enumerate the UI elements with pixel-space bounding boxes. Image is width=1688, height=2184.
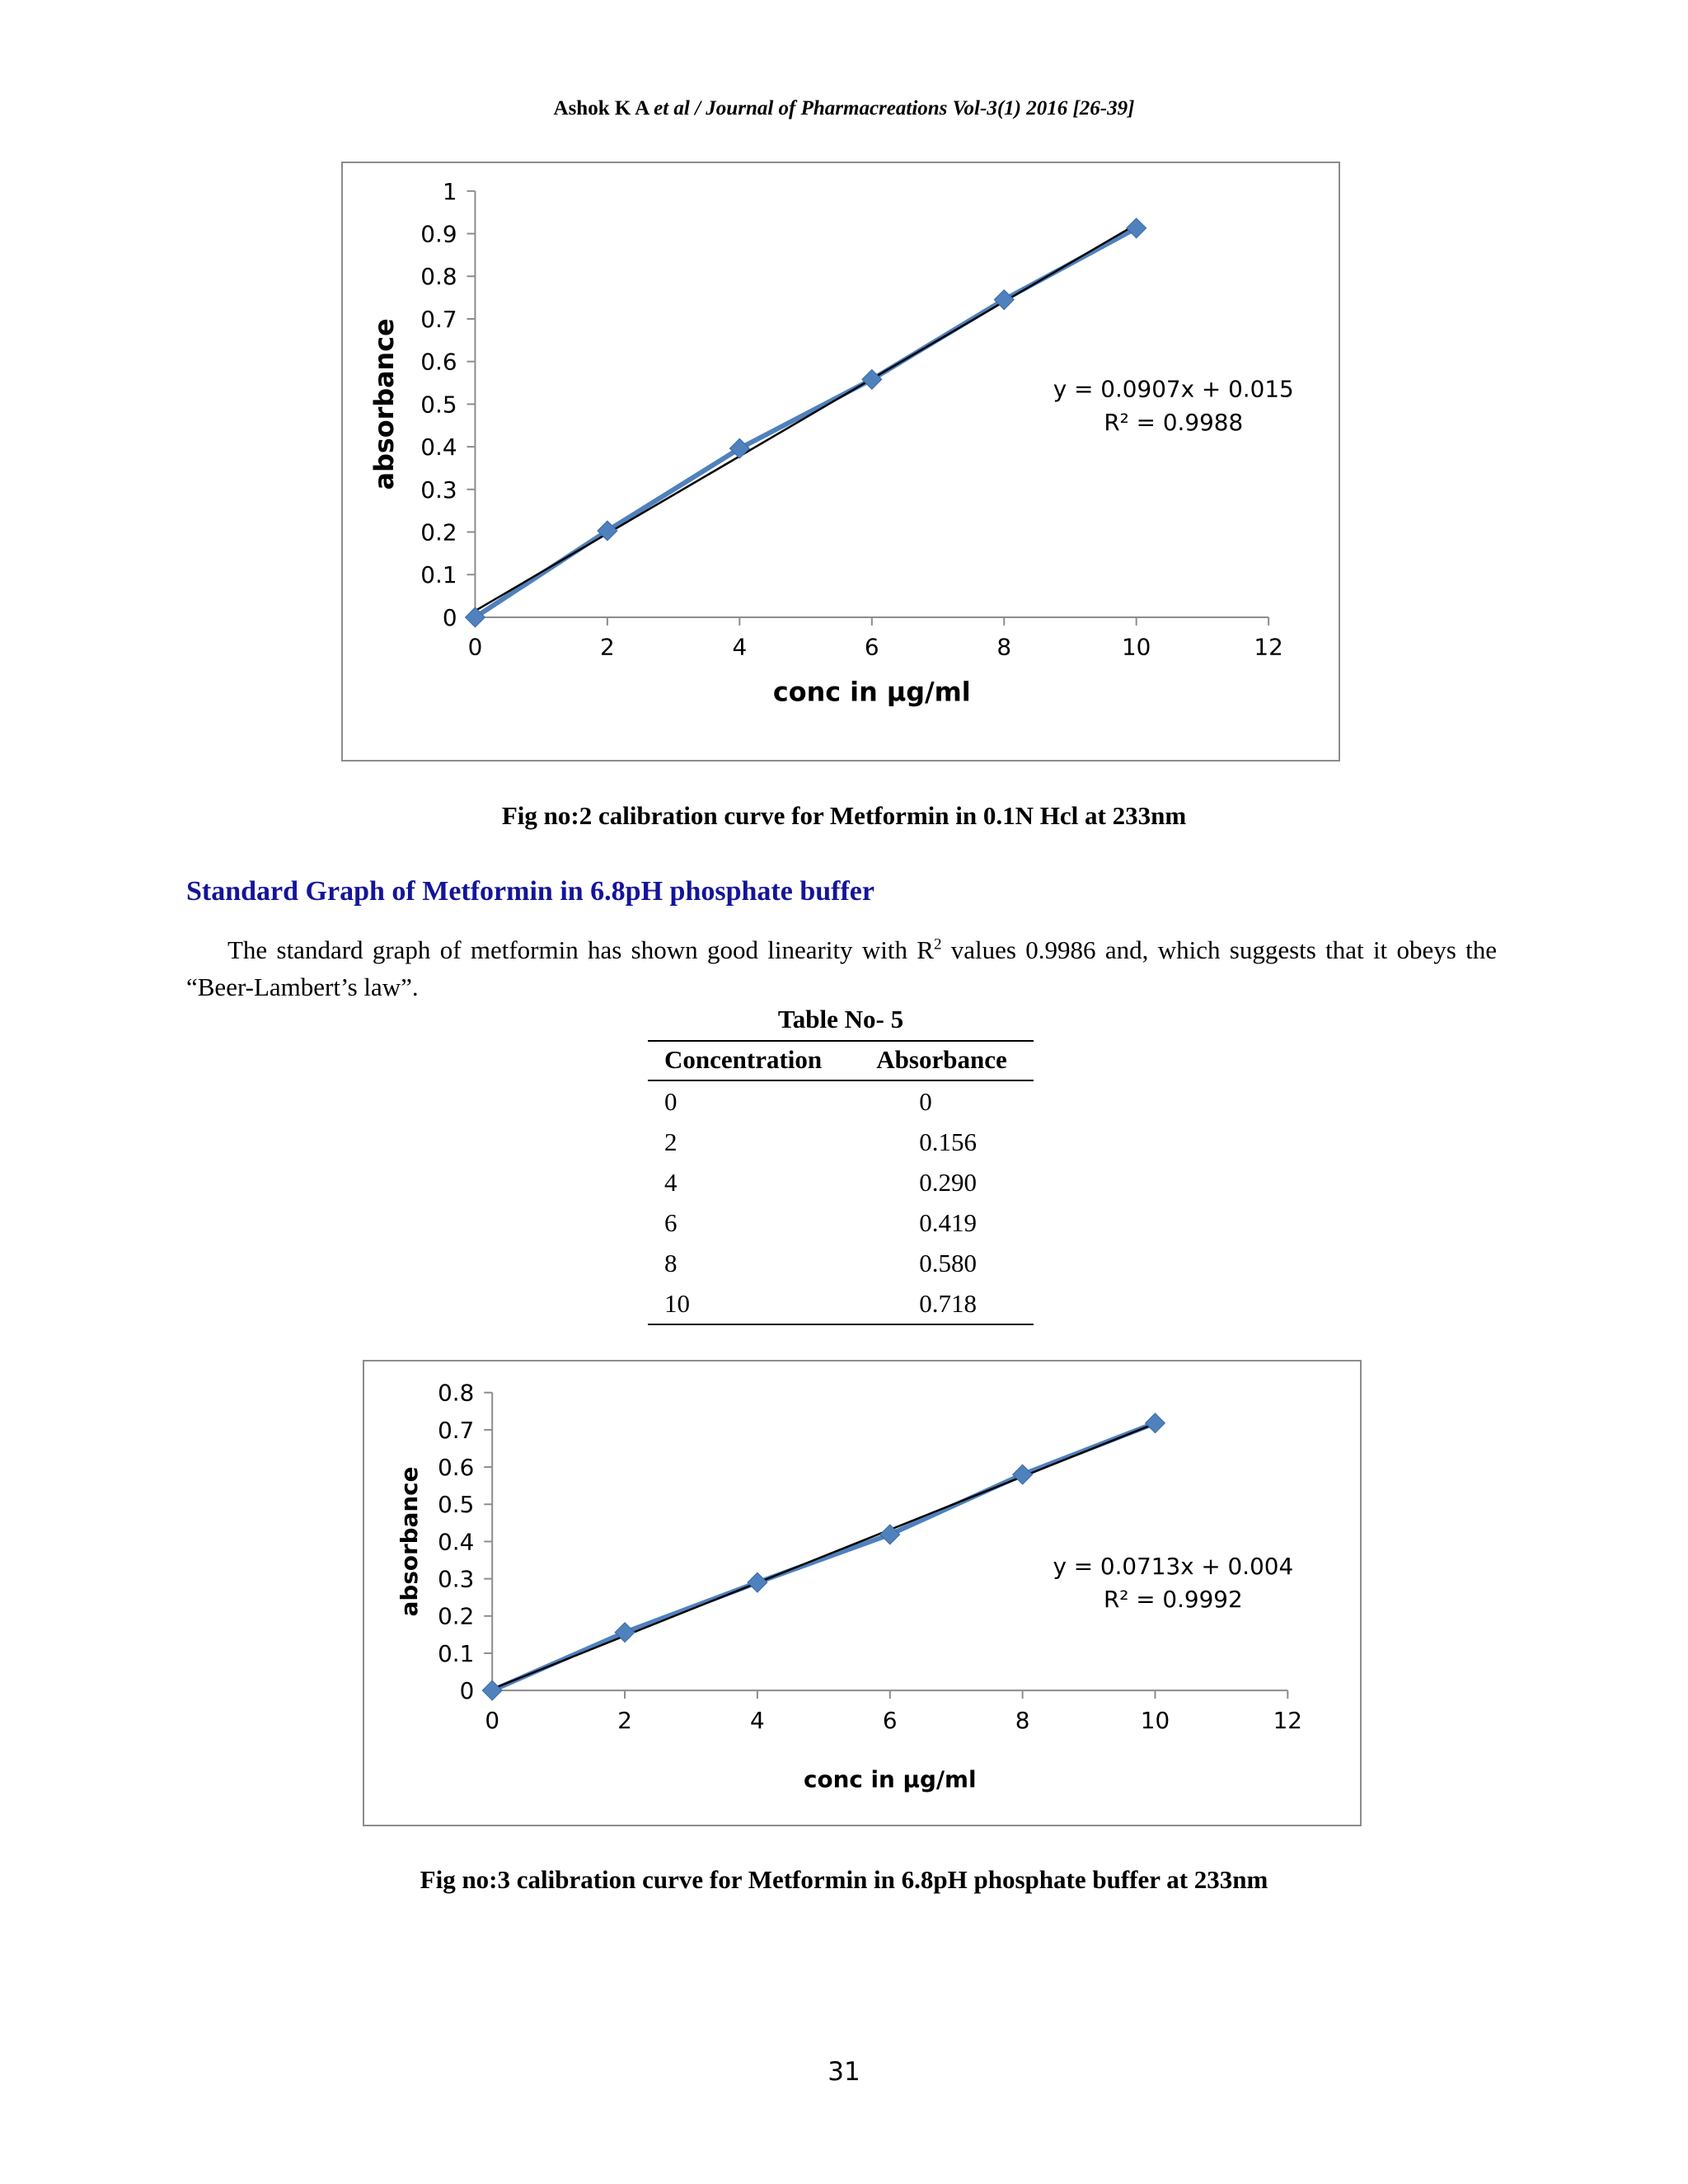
chart-2-data-point	[747, 1572, 768, 1593]
chart-2-x-axis-label: conc in µg/ml	[804, 1765, 977, 1793]
table-cell-concentration: 0	[664, 1086, 678, 1116]
chart-2-y-tick-label: 0.5	[438, 1491, 474, 1518]
chart-2-y-tick-label: 0.1	[438, 1640, 474, 1667]
fig2-caption: Fig no:2 calibration curve for Metformin…	[501, 801, 1187, 830]
chart-2-trendline	[491, 1422, 1156, 1690]
table-row: 6 0.419	[648, 1202, 1034, 1243]
table-cell-concentration: 2	[664, 1127, 678, 1156]
table-cell-concentration: 8	[664, 1248, 678, 1277]
chart-2-x-tick-label: 10	[1141, 1707, 1170, 1734]
table-row: 4 0.290	[648, 1162, 1034, 1202]
chart-1-x-axis-label: conc in µg/ml	[773, 676, 971, 707]
section-heading: Standard Graph of Metformin in 6.8pH pho…	[186, 876, 874, 907]
table-cell-absorbance: 0.580	[919, 1248, 978, 1277]
chart-1-x-tick-label: 0	[468, 634, 483, 661]
chart-1-y-tick-label: 0.7	[420, 306, 457, 333]
chart-fig2-equation: y = 0.0907x + 0.015	[1053, 375, 1294, 402]
chart-2-data-point	[1011, 1464, 1034, 1485]
table-row: 8 0.580	[648, 1243, 1034, 1283]
chart-1-trendline	[474, 223, 1137, 612]
chart-1-y-axis-label: absorbance	[368, 318, 400, 490]
chart-2-x-tick-label: 4	[750, 1707, 765, 1734]
chart-1-y-tick-label: 0.3	[420, 476, 457, 504]
table-row: 10 0.718	[648, 1283, 1034, 1325]
chart-1-x-tick-label: 12	[1254, 634, 1282, 661]
table-row: 2 0.156	[648, 1122, 1034, 1162]
chart-1-y-tick-label: 0.4	[420, 434, 457, 461]
table-cell-absorbance: 0.718	[851, 1283, 1034, 1325]
chart-1-y-tick-label: 0.9	[420, 220, 457, 247]
chart-fig3-r-squared: R² = 0.9992	[1104, 1586, 1243, 1613]
chart-1-x-tick-label: 4	[732, 634, 747, 661]
chart-fig3-svg: y = 0.0713x + 0.004 R² = 0.9992 0 0.1 0.2 0…	[396, 1380, 1302, 1793]
table-header-absorbance: Absorbance	[851, 1040, 1034, 1081]
chart-1-series-line	[473, 226, 1138, 620]
chart-2-x-tick-label: 6	[883, 1707, 898, 1734]
chart-fig2-r-squared: R² = 0.9988	[1104, 409, 1243, 436]
chart-2-y-axis-label: absorbance	[396, 1467, 423, 1617]
chart-2-x-tick-label: 2	[617, 1707, 632, 1734]
chart-1-data-point	[861, 368, 883, 391]
chart-2-y-tick-label: 0.8	[438, 1380, 474, 1407]
chart-2-x-tick-label: 12	[1273, 1707, 1302, 1734]
chart-1-data-point	[597, 520, 618, 541]
chart-1-data-point	[1126, 218, 1147, 239]
chart-1-y-tick-label: 0.1	[420, 561, 457, 588]
chart-1-y-tick-label: 0	[443, 604, 457, 631]
table-header-concentration: Concentration	[648, 1040, 852, 1081]
paragraph-part1: The standard graph of metformin has show…	[227, 935, 934, 964]
chart-2-x-tick-label: 0	[485, 1707, 499, 1734]
chart-1-y-tick-label: 1	[443, 178, 457, 205]
chart-2-y-tick-label: 0.7	[438, 1417, 474, 1444]
header-etal: et al	[654, 97, 690, 120]
chart-2-y-tick-label: 0.4	[438, 1528, 474, 1555]
chart-1-x-tick-label: 10	[1122, 634, 1151, 661]
table-cell-concentration: 6	[664, 1207, 678, 1237]
chart-1-y-tick-label: 0.2	[420, 518, 457, 546]
table-header-row: Concentration Absorbance	[648, 1040, 1034, 1081]
table-cell-concentration: 10	[648, 1283, 852, 1325]
table-cell-absorbance: 0.156	[919, 1127, 978, 1156]
chart-2-data-point	[879, 1524, 901, 1545]
running-header: Ashok K A et al / Journal of Pharmacreat…	[0, 97, 1688, 120]
chart-1-data-point	[729, 438, 750, 459]
table-cell-concentration: 4	[664, 1167, 678, 1197]
table-cell-absorbance: 0	[919, 1086, 932, 1116]
chart-2-y-tick-label: 0	[460, 1677, 475, 1704]
header-journal: / Journal of Pharmacreations Vol-3(1) 20…	[695, 97, 1135, 120]
chart-2-data-point	[1144, 1413, 1166, 1434]
chart-1-x-tick-label: 6	[865, 634, 879, 661]
chart-2-y-tick-label: 0.3	[438, 1566, 474, 1593]
chart-1-data-point	[464, 607, 486, 628]
header-author: Ashok K A	[553, 97, 649, 120]
chart-2-y-tick-label: 0.6	[438, 1454, 474, 1481]
chart-1-data-point	[993, 289, 1015, 311]
chart-2-data-point	[614, 1622, 635, 1643]
paragraph-superscript: 2	[933, 935, 942, 954]
table-cell-absorbance: 0.290	[919, 1167, 978, 1197]
chart-2-x-tick-label: 8	[1015, 1707, 1030, 1734]
chart-fig3: y = 0.0713x + 0.004 R² = 0.9992 0 0.1 0.2 0…	[363, 1360, 1362, 1826]
chart-1-x-tick-label: 2	[600, 634, 615, 661]
chart-1-y-tick-label: 0.5	[420, 391, 457, 418]
body-paragraph: The standard graph of metformin has show…	[186, 931, 1497, 1005]
paragraph-part2: values 0.9986 and, which suggests that i…	[186, 935, 1497, 1001]
chart-fig3-equation: y = 0.0713x + 0.004	[1053, 1553, 1293, 1580]
chart-2-y-tick-label: 0.2	[438, 1603, 474, 1630]
chart-1-y-tick-label: 0.8	[420, 263, 457, 290]
chart-1-x-tick-label: 8	[996, 634, 1011, 661]
page-number: 31	[828, 2057, 860, 2087]
chart-fig2: y = 0.0907x + 0.015 R² = 0.9988 0 0.1 0.2 0…	[341, 162, 1340, 762]
chart-2-series-line	[490, 1421, 1156, 1693]
table-cell-absorbance: 0.419	[919, 1207, 978, 1237]
table-title: Table No- 5	[777, 1005, 904, 1033]
fig3-caption: Fig no:3 calibration curve for Metformin…	[420, 1865, 1268, 1894]
chart-fig2-svg: y = 0.0907x + 0.015 R² = 0.9988 0 0.1 0.2 0…	[368, 178, 1294, 708]
chart-1-y-tick-label: 0.6	[420, 349, 457, 376]
chart-2-data-point	[481, 1680, 503, 1701]
